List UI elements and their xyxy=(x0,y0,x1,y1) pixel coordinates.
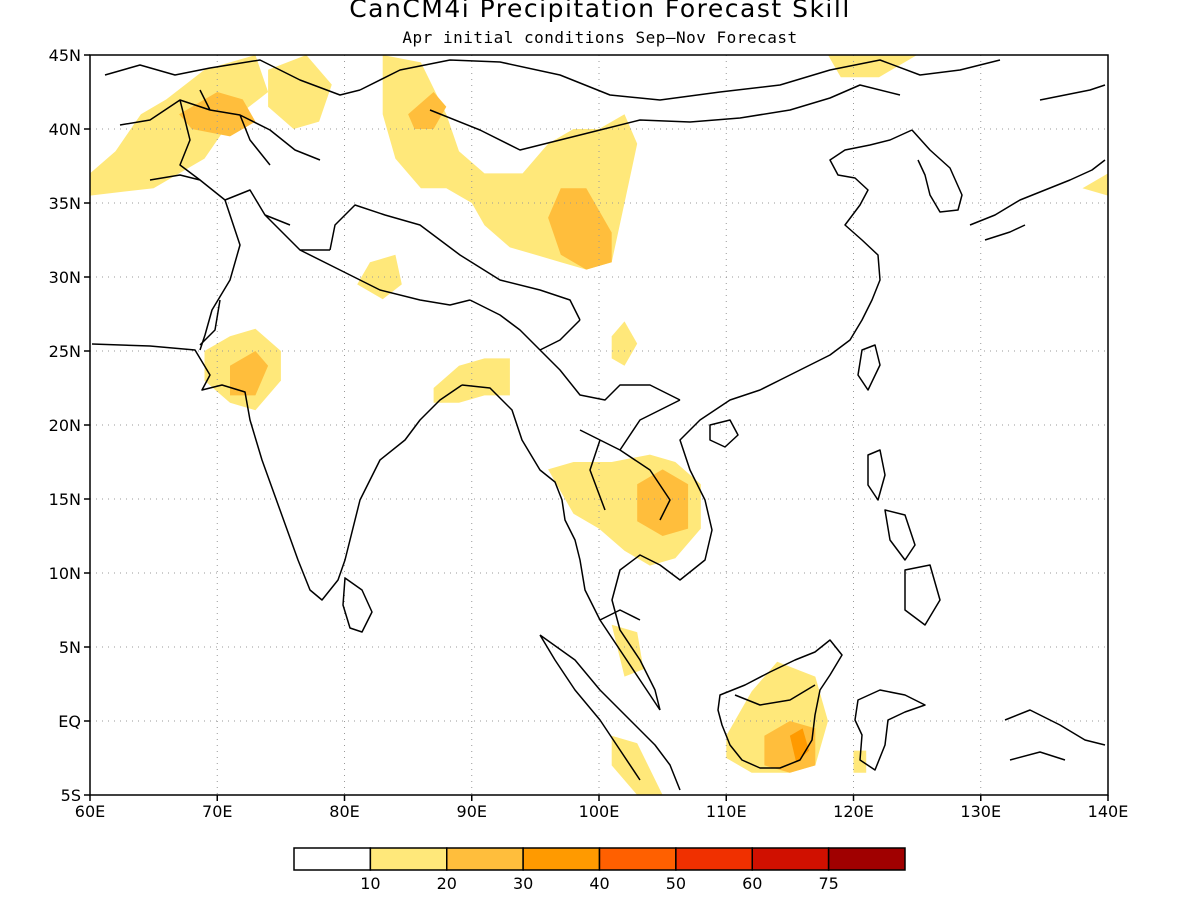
philippines-coastline xyxy=(867,449,941,626)
colorbar xyxy=(293,847,906,871)
korea-coastline xyxy=(911,129,963,213)
lat-tick-label: 10N xyxy=(49,564,81,583)
lat-tick-label: 15N xyxy=(49,490,81,509)
india-pak-border xyxy=(199,199,241,351)
colorbar-label: 50 xyxy=(666,874,686,893)
lon-tick-label: 120E xyxy=(833,802,874,821)
colorbar-label: 60 xyxy=(742,874,762,893)
new-guinea-coastline xyxy=(1004,709,1106,761)
colorbar-label: 40 xyxy=(589,874,609,893)
colorbar-label: 10 xyxy=(360,874,380,893)
skill-region-sumatra xyxy=(611,735,663,795)
map-title: CanCM4i Precipitation Forecast Skill xyxy=(349,0,851,23)
malaysia-thai-border xyxy=(599,609,641,621)
skill-region-kazakh-uzbek xyxy=(90,55,269,196)
colorbar-label: 75 xyxy=(818,874,838,893)
north-border-kazakh xyxy=(104,59,361,96)
russia-mongolia-border xyxy=(359,59,1001,101)
lon-tick-label: 100E xyxy=(579,802,620,821)
colorbar-swatch xyxy=(369,847,448,871)
lat-tick-label: 40N xyxy=(49,120,81,139)
lon-tick-label: 60E xyxy=(75,802,105,821)
colorbar-label: 20 xyxy=(437,874,457,893)
japan-coastline xyxy=(969,84,1106,241)
colorbar-labels: 10 20 30 40 50 60 75 xyxy=(360,874,839,893)
skill-region-malaya xyxy=(611,624,644,677)
colorbar-swatch xyxy=(675,847,753,871)
mongolia-china-border xyxy=(429,84,901,151)
skill-region-cambodia-core xyxy=(637,469,689,536)
sumatra-coastline xyxy=(539,634,681,791)
lon-tick-label: 140E xyxy=(1088,802,1129,821)
lat-tick-label: EQ xyxy=(58,712,81,731)
skill-region-tarim-core xyxy=(408,92,447,129)
colorbar-swatch xyxy=(751,847,830,871)
map-subtitle: Apr initial conditions Sep–Nov Forecast xyxy=(402,28,798,47)
axis-labels: 60E 70E 80E 90E 100E 110E 120E 130E 140E 45N 40N 35… xyxy=(49,46,1129,821)
skill-region-gujarat-core xyxy=(230,351,269,396)
lat-tick-label: 25N xyxy=(49,342,81,361)
lon-tick-label: 110E xyxy=(706,802,747,821)
lat-tick-label: 30N xyxy=(49,268,81,287)
skill-region-tibet-core xyxy=(548,188,612,270)
skill-region-mongolia-east xyxy=(828,55,918,78)
lon-tick-label: 80E xyxy=(329,802,359,821)
lat-tick-label: 45N xyxy=(49,46,81,65)
borneo-coastline xyxy=(717,639,843,769)
colorbar-label: 30 xyxy=(513,874,533,893)
skill-region-himalaya-patch xyxy=(357,254,402,300)
lat-tick-label: 5N xyxy=(59,638,81,657)
india-coastline xyxy=(91,343,463,601)
taiwan-coastline xyxy=(857,344,881,391)
india-nepal-border xyxy=(299,249,471,306)
hainan-coastline xyxy=(709,419,739,448)
lon-tick-label: 90E xyxy=(457,802,487,821)
indochina-coastline xyxy=(611,129,913,711)
borneo-border xyxy=(734,684,816,706)
lat-tick-label: 5S xyxy=(61,786,81,805)
myanmar-coastline xyxy=(461,384,661,711)
colorbar-swatch xyxy=(446,847,524,871)
afghan-pak-border xyxy=(149,174,330,346)
lat-tick-label: 20N xyxy=(49,416,81,435)
skill-region-mongolia-west xyxy=(268,55,332,129)
coastlines-and-borders xyxy=(91,59,1106,791)
colorbar-swatch xyxy=(598,847,677,871)
colorbar-swatch xyxy=(293,847,372,871)
sri-lanka-coastline xyxy=(342,577,373,633)
colorbar-swatch xyxy=(522,847,601,871)
lat-tick-label: 35N xyxy=(49,194,81,213)
skill-region-kyrgyz xyxy=(179,92,256,137)
indochina-borders xyxy=(579,399,681,521)
tibet-border xyxy=(329,204,581,321)
sulawesi-coastline xyxy=(854,689,926,771)
skill-region-sichuan-patch xyxy=(611,321,638,366)
colorbar-swatch xyxy=(827,847,906,871)
lon-tick-label: 70E xyxy=(202,802,232,821)
central-asia-borders xyxy=(119,89,321,181)
skill-shading-layer xyxy=(90,55,1108,795)
lon-tick-label: 130E xyxy=(960,802,1001,821)
skill-region-japan-patch xyxy=(1082,173,1108,196)
myanmar-border xyxy=(469,299,681,401)
skill-region-sulawesi-patch xyxy=(853,750,867,773)
